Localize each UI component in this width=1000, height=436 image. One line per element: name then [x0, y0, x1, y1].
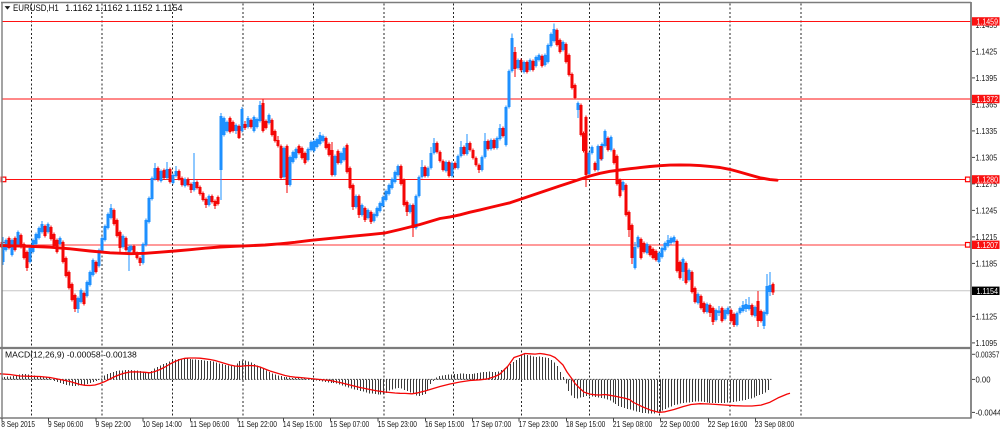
svg-text:1.1095: 1.1095 [976, 339, 998, 348]
svg-text:-0.00445: -0.00445 [976, 409, 1000, 418]
svg-text:1.1154: 1.1154 [977, 287, 999, 296]
svg-text:1.1459: 1.1459 [977, 18, 999, 27]
svg-text:1.1395: 1.1395 [976, 74, 998, 83]
svg-text:21 Sep 08:00: 21 Sep 08:00 [613, 420, 653, 429]
svg-text:11 Sep 22:00: 11 Sep 22:00 [238, 420, 278, 429]
svg-text:15 Sep 07:00: 15 Sep 07:00 [330, 420, 370, 429]
svg-text:22 Sep 00:00: 22 Sep 00:00 [660, 420, 700, 429]
svg-text:22 Sep 16:00: 22 Sep 16:00 [708, 420, 748, 429]
svg-text:23 Sep 08:00: 23 Sep 08:00 [755, 420, 795, 429]
svg-text:15 Sep 23:00: 15 Sep 23:00 [378, 420, 418, 429]
svg-text:1.1162 1.1162 1.1152 1.1154: 1.1162 1.1162 1.1152 1.1154 [65, 3, 183, 13]
svg-text:9 Sep 22:00: 9 Sep 22:00 [96, 420, 132, 429]
svg-text:8 Sep 2015: 8 Sep 2015 [1, 420, 35, 429]
svg-text:14 Sep 15:00: 14 Sep 15:00 [283, 420, 323, 429]
svg-text:1.1280: 1.1280 [977, 176, 999, 185]
svg-text:0.00357: 0.00357 [976, 350, 1000, 359]
svg-text:1.1245: 1.1245 [976, 207, 998, 216]
svg-text:16 Sep 15:00: 16 Sep 15:00 [425, 420, 465, 429]
svg-text:1.1372: 1.1372 [977, 95, 999, 104]
svg-text:11 Sep 06:00: 11 Sep 06:00 [190, 420, 230, 429]
svg-text:17 Sep 07:00: 17 Sep 07:00 [472, 420, 512, 429]
svg-text:1.1425: 1.1425 [976, 48, 998, 57]
svg-text:EURUSD,H1: EURUSD,H1 [13, 3, 59, 13]
svg-text:MACD(12,26,9) -0.00058 -0.0013: MACD(12,26,9) -0.00058 -0.00138 [5, 350, 137, 360]
svg-text:1.1335: 1.1335 [976, 127, 998, 136]
svg-text:1.1185: 1.1185 [976, 260, 998, 269]
svg-text:17 Sep 23:00: 17 Sep 23:00 [519, 420, 559, 429]
svg-text:1.1207: 1.1207 [977, 241, 999, 250]
svg-text:9 Sep 06:00: 9 Sep 06:00 [48, 420, 84, 429]
svg-text:18 Sep 15:00: 18 Sep 15:00 [566, 420, 606, 429]
svg-text:0.00: 0.00 [976, 376, 992, 385]
svg-text:1.1305: 1.1305 [976, 154, 998, 163]
svg-text:10 Sep 14:00: 10 Sep 14:00 [143, 420, 183, 429]
svg-text:1.1125: 1.1125 [976, 313, 998, 322]
